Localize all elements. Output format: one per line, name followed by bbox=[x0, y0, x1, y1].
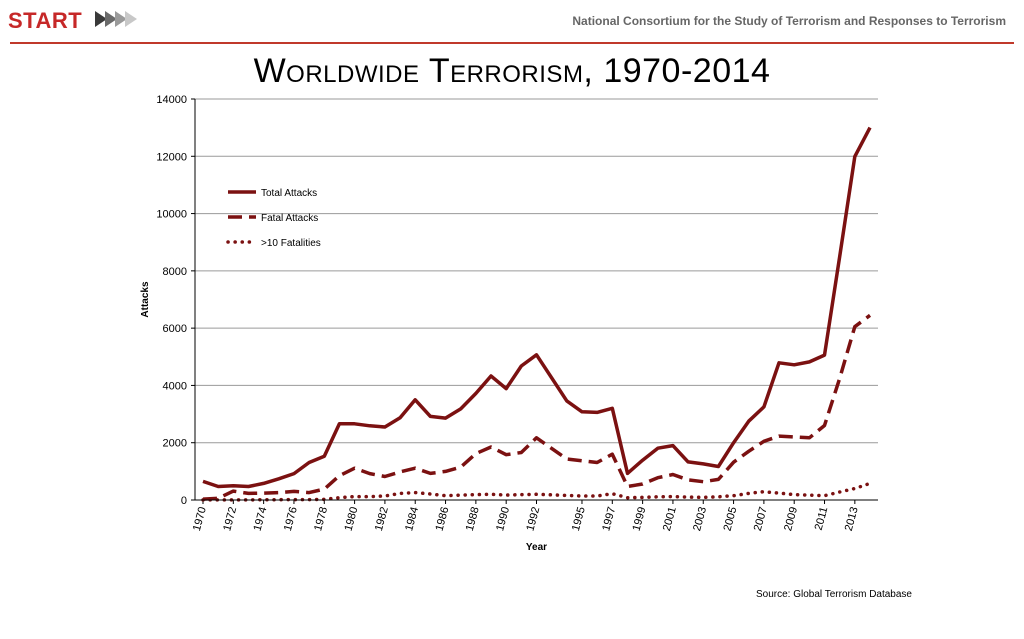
organization-name: National Consortium for the Study of Ter… bbox=[572, 14, 1006, 28]
y-tick-label: 0 bbox=[181, 495, 187, 507]
x-tick-label: 1982 bbox=[373, 506, 391, 533]
x-tick-label: 2007 bbox=[752, 506, 770, 533]
series-lines bbox=[201, 126, 872, 502]
y-tick-label: 8000 bbox=[163, 266, 187, 278]
x-tick-label: 1970 bbox=[191, 506, 209, 533]
y-tick-label: 12000 bbox=[156, 151, 187, 163]
x-tick-label: 1978 bbox=[312, 506, 330, 533]
x-tick-label: 2011 bbox=[813, 506, 831, 532]
source-note: Source: Global Terrorism Database bbox=[756, 589, 912, 600]
y-tick-label: 2000 bbox=[163, 438, 187, 450]
legend-label: >10 Fatalities bbox=[261, 238, 321, 249]
header-divider bbox=[10, 42, 1014, 44]
x-tick-label: 1976 bbox=[282, 506, 300, 533]
x-tick-label: 1972 bbox=[221, 506, 239, 533]
y-tick-label: 10000 bbox=[156, 209, 187, 221]
x-tick-label: 2013 bbox=[843, 506, 861, 533]
x-tick-label: 1992 bbox=[524, 506, 542, 533]
series-line-1 bbox=[202, 313, 872, 501]
x-tick-label: 1995 bbox=[570, 506, 588, 533]
x-tick-label: 2009 bbox=[782, 506, 800, 533]
grid-lines bbox=[195, 98, 878, 444]
logo-arrows-icon bbox=[95, 11, 137, 27]
header: START National Consortium for the Study … bbox=[0, 0, 1024, 46]
x-tick-label: 1999 bbox=[631, 506, 649, 533]
x-tick-label: 1980 bbox=[343, 506, 361, 533]
x-axis-ticks: 1970 1972 1974 1976 1978 1980 1982 1984 1986 1988… bbox=[191, 500, 861, 532]
y-axis-ticks: 0 2000 4000 6000 8000 10000 12000 14000 bbox=[156, 94, 195, 507]
x-tick-label: 1974 bbox=[252, 506, 270, 533]
x-tick-label: 1997 bbox=[600, 506, 618, 533]
x-tick-label: 2005 bbox=[722, 506, 740, 533]
x-tick-label: 1988 bbox=[464, 506, 482, 533]
legend-label: Fatal Attacks bbox=[261, 213, 318, 224]
y-tick-label: 14000 bbox=[156, 94, 187, 106]
x-tick-label: 2001 bbox=[661, 506, 679, 533]
legend-label: Total Attacks bbox=[261, 188, 317, 199]
x-tick-label: 1990 bbox=[494, 506, 512, 533]
x-tick-label: 2003 bbox=[691, 506, 709, 533]
chart-title: Worldwide Terrorism, 1970-2014 bbox=[253, 52, 771, 90]
start-logo[interactable]: START bbox=[8, 8, 83, 33]
x-tick-label: 1986 bbox=[434, 506, 452, 533]
legend: Total Attacks Fatal Attacks >10 Fatalities bbox=[226, 188, 321, 249]
series-line-2 bbox=[201, 481, 872, 502]
y-tick-label: 6000 bbox=[163, 323, 187, 335]
y-axis-label: Attacks bbox=[140, 281, 151, 318]
x-axis-label: Year bbox=[526, 542, 547, 553]
x-tick-label: 1984 bbox=[403, 506, 421, 533]
y-tick-label: 4000 bbox=[163, 380, 187, 392]
series-line-0 bbox=[202, 126, 872, 489]
